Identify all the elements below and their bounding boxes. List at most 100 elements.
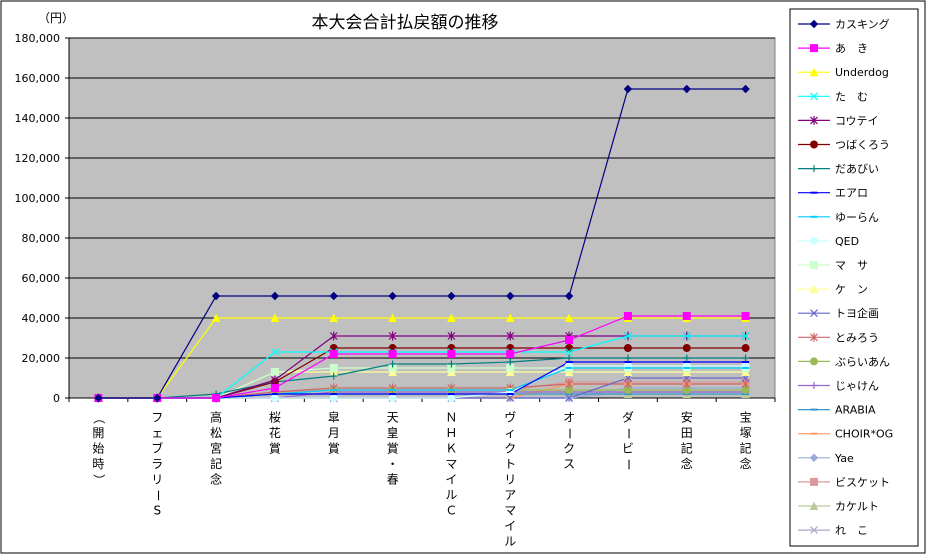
x-tick-char: ク	[563, 442, 575, 456]
legend-label: マ サ	[835, 259, 868, 272]
x-tick-label: 桜花賞	[269, 411, 281, 456]
x-tick-char: （	[92, 412, 106, 424]
x-tick-char: 花	[269, 425, 281, 440]
data-point	[741, 312, 750, 320]
legend-label: ARABIA	[835, 404, 876, 417]
y-tick-label: 100,000	[15, 192, 61, 205]
x-tick-char: 皇	[387, 426, 399, 440]
data-point	[329, 364, 338, 372]
data-point	[447, 350, 456, 358]
data-point	[270, 375, 279, 385]
y-tick-label: 120,000	[15, 152, 61, 165]
legend-marker	[809, 19, 819, 29]
x-tick-char: Ｋ	[445, 442, 457, 456]
legend-marker	[809, 284, 819, 294]
legend-marker	[810, 382, 818, 389]
x-tick-char: ビ	[622, 442, 634, 456]
x-tick-char: ア	[504, 488, 516, 502]
y-tick-label: 140,000	[15, 112, 61, 125]
data-point	[447, 313, 456, 322]
y-tick-label: 160,000	[15, 72, 61, 85]
data-point	[506, 364, 515, 372]
y-tick-label: 40,000	[22, 312, 61, 325]
legend-marker	[809, 67, 819, 77]
legend-label: あ き	[835, 42, 868, 55]
x-tick-label: 天皇賞・春	[387, 411, 399, 487]
x-tick-char: ー	[621, 458, 635, 470]
data-point	[624, 354, 632, 362]
x-tick-char: 賞	[328, 442, 340, 456]
data-point	[447, 394, 456, 402]
data-point	[329, 313, 339, 322]
x-tick-char: 高	[210, 410, 222, 425]
legend-label: Underdog	[835, 66, 889, 79]
data-point	[388, 331, 397, 341]
data-point	[565, 394, 574, 402]
legend-marker	[810, 165, 818, 173]
data-point	[270, 384, 279, 392]
x-tick-char: オ	[563, 411, 575, 425]
x-tick-char: 念	[210, 472, 222, 487]
series-line	[98, 317, 746, 399]
x-tick-char: 皐	[328, 410, 340, 425]
data-point	[447, 331, 456, 341]
series-line	[98, 315, 746, 399]
legend-label: エアロ	[835, 187, 868, 200]
data-point	[388, 313, 397, 322]
y-tick-label: 20,000	[22, 352, 61, 365]
data-point	[506, 358, 514, 366]
x-tick-char: マ	[445, 457, 457, 471]
x-tick-char: リ	[504, 473, 516, 487]
data-point	[330, 372, 338, 380]
data-point	[506, 291, 515, 301]
x-tick-char: 記	[210, 456, 222, 471]
x-tick-char: ェ	[151, 426, 163, 440]
data-point	[623, 332, 632, 340]
x-tick-char: ル	[445, 488, 457, 502]
data-point	[741, 84, 750, 94]
legend-label: ぶらいあん	[835, 355, 890, 368]
data-point	[623, 344, 632, 352]
data-point	[506, 350, 515, 358]
x-tick-char: 安	[681, 410, 693, 425]
y-axis-unit-label: （円）	[38, 11, 74, 25]
data-point	[742, 354, 750, 362]
series-line	[98, 88, 746, 399]
legend-label: ゆーらん	[835, 211, 879, 224]
data-point	[329, 331, 338, 341]
data-point	[682, 332, 691, 340]
data-point	[565, 354, 573, 362]
data-point	[211, 291, 221, 301]
legend-label: ビスケット	[835, 476, 890, 489]
x-tick-char: イ	[504, 519, 516, 533]
x-tick-char: 開	[92, 426, 104, 440]
data-point	[741, 379, 750, 389]
data-point	[270, 291, 280, 301]
x-tick-char: マ	[504, 504, 516, 518]
x-tick-char: 時	[92, 457, 104, 471]
data-point	[683, 354, 691, 362]
data-point	[211, 313, 221, 322]
x-tick-char: S	[153, 504, 161, 518]
legend-marker	[809, 453, 819, 463]
x-tick-char: 念	[681, 456, 693, 471]
x-tick-char: 桜	[269, 411, 281, 425]
y-tick-label: 180,000	[15, 32, 61, 45]
data-point	[153, 393, 162, 403]
x-tick-char: 宮	[210, 441, 222, 456]
data-point	[94, 393, 103, 403]
chart-title: 本大会合計払戻額の推移	[312, 13, 499, 33]
x-tick-char: 田	[681, 426, 693, 440]
legend-marker	[810, 44, 818, 53]
data-point	[270, 368, 279, 376]
x-tick-char: 始	[92, 442, 104, 456]
x-tick-char: ト	[504, 457, 516, 471]
x-tick-char: ）	[92, 474, 106, 486]
x-tick-char: 月	[328, 426, 340, 440]
